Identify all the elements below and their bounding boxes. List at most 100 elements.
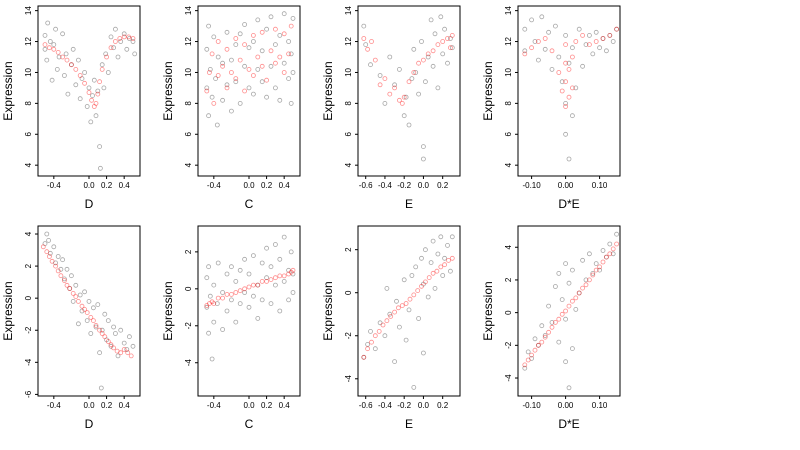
- fitted-point: [220, 63, 226, 69]
- observed-points: [42, 231, 136, 391]
- observed-point: [121, 340, 127, 346]
- observed-point: [419, 255, 424, 261]
- observed-point: [250, 39, 256, 44]
- observed-point: [204, 46, 210, 52]
- fitted-point: [259, 29, 265, 35]
- fitted-point: [130, 36, 136, 41]
- fitted-point: [580, 285, 585, 291]
- y-tick-label: 8: [24, 101, 33, 106]
- observed-point: [272, 282, 278, 288]
- observed-point: [113, 26, 118, 32]
- observed-point: [570, 45, 575, 51]
- observed-point: [91, 77, 97, 83]
- observed-point: [211, 319, 217, 325]
- fitted-point: [388, 313, 394, 319]
- fitted-point: [82, 80, 87, 86]
- observed-point: [233, 79, 239, 85]
- observed-point: [536, 342, 541, 348]
- fitted-point: [415, 288, 421, 294]
- y-tick-label: -4: [504, 374, 513, 382]
- fitted-point: [290, 267, 296, 273]
- fitted-point: [369, 339, 374, 345]
- observed-point: [62, 276, 67, 282]
- observed-point: [286, 267, 292, 273]
- fitted-point: [607, 33, 613, 38]
- observed-point: [233, 42, 239, 47]
- y-tick-label: 0: [504, 310, 513, 315]
- observed-point: [228, 297, 234, 303]
- observed-point: [419, 39, 424, 44]
- y-tick-label: -2: [504, 341, 513, 349]
- observed-point: [268, 14, 274, 20]
- scatter-panel-6: -0.4 0.0 0.2 0.4 -4 -2 0 2 C Expression: [161, 225, 301, 431]
- fitted-point: [268, 277, 274, 283]
- y-axis: 4 6 8 10 12 14: [504, 6, 518, 167]
- fitted-point: [126, 34, 132, 40]
- fitted-point: [88, 314, 94, 320]
- x-axis: -0.4 0.0 0.2 0.4: [207, 396, 290, 410]
- observed-points: [204, 234, 296, 362]
- observed-point: [220, 327, 226, 332]
- observed-point: [82, 289, 87, 295]
- fitted-point: [407, 296, 413, 302]
- fitted-points: [204, 267, 296, 308]
- fitted-point: [49, 258, 55, 264]
- observed-point: [576, 290, 582, 296]
- fitted-point: [102, 334, 108, 340]
- x-axis-label: C: [245, 197, 254, 211]
- fitted-point: [573, 295, 579, 301]
- observed-point: [73, 282, 79, 288]
- observed-point: [570, 346, 575, 352]
- y-tick-label: 12: [24, 37, 33, 46]
- observed-point: [286, 76, 292, 81]
- fitted-point: [281, 273, 287, 279]
- observed-point: [288, 249, 294, 255]
- observed-point: [259, 79, 265, 85]
- observed-point: [563, 33, 568, 38]
- observed-point: [44, 231, 50, 237]
- y-axis-label: Expression: [481, 281, 495, 340]
- y-tick-label: -2: [24, 326, 33, 334]
- observed-point: [64, 266, 70, 272]
- fitted-point: [58, 273, 64, 279]
- fitted-point: [121, 34, 127, 40]
- fitted-point: [246, 67, 252, 72]
- observed-point: [228, 108, 234, 114]
- fitted-point: [277, 273, 283, 279]
- observed-point: [84, 318, 90, 324]
- observed-point: [422, 247, 428, 253]
- fitted-point: [233, 290, 239, 295]
- scatter-panel-1: -0.4 0.0 0.2 0.4 4 6 8 10 12 14 D Expression: [1, 5, 141, 211]
- x-tick-label: 0.10: [592, 401, 608, 410]
- observed-points: [361, 234, 455, 390]
- observed-point: [411, 384, 417, 390]
- fitted-point: [406, 79, 412, 85]
- observed-point: [281, 278, 287, 284]
- fitted-point: [445, 36, 450, 41]
- fitted-point: [237, 57, 243, 63]
- observed-point: [563, 131, 568, 137]
- observed-point: [55, 254, 61, 259]
- fitted-point: [79, 303, 85, 309]
- fitted-point: [53, 263, 58, 269]
- x-axis-label: D*E: [558, 417, 579, 431]
- observed-point: [79, 76, 85, 81]
- observed-point: [63, 51, 69, 57]
- fitted-point: [570, 85, 575, 91]
- fitted-point: [114, 348, 120, 354]
- observed-point: [233, 278, 239, 284]
- fitted-point: [438, 264, 444, 270]
- plot-frame: [357, 225, 461, 397]
- fitted-point: [277, 54, 283, 60]
- fitted-point: [224, 46, 230, 52]
- fitted-point: [111, 345, 116, 351]
- observed-point: [250, 253, 256, 259]
- fitted-point: [95, 91, 101, 97]
- observed-point: [549, 319, 555, 325]
- fitted-point: [539, 339, 545, 345]
- fitted-point: [522, 51, 528, 57]
- observed-point: [553, 23, 558, 29]
- observed-point: [597, 45, 602, 51]
- fitted-point: [206, 70, 212, 75]
- observed-point: [237, 31, 243, 37]
